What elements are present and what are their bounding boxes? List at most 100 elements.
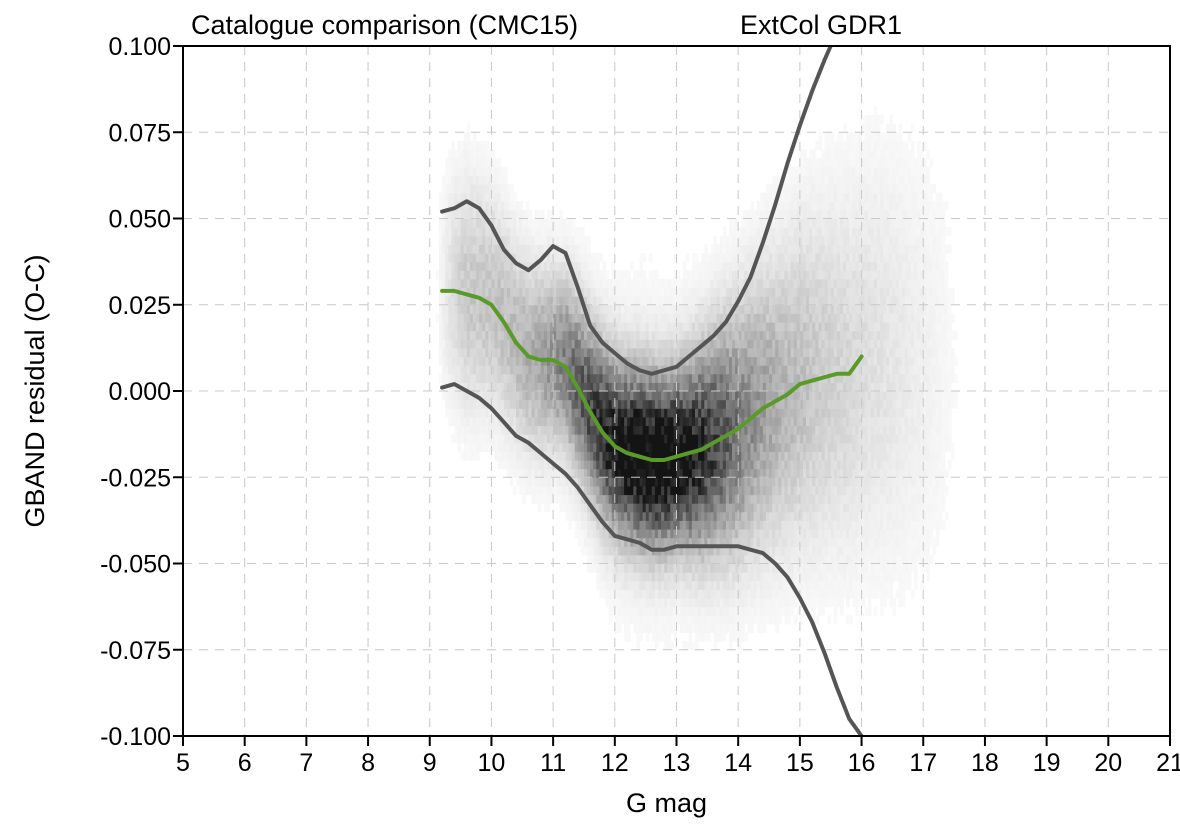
density-cell: [645, 391, 650, 401]
density-cell: [741, 425, 745, 435]
density-cell: [654, 460, 659, 470]
density-cell: [540, 382, 545, 392]
density-cell: [676, 382, 681, 392]
density-cell: [803, 416, 807, 427]
density-cell: [781, 235, 786, 245]
density-cell: [796, 598, 801, 608]
density-cell: [806, 460, 810, 470]
density-cell: [667, 606, 671, 616]
density-cell: [633, 425, 637, 435]
density-cell: [547, 434, 551, 444]
density-cell: [577, 434, 582, 444]
density-cell: [602, 347, 607, 358]
density-cell: [772, 416, 776, 427]
density-cell: [769, 339, 773, 349]
density-cell: [580, 442, 585, 452]
density-cell: [775, 382, 779, 392]
density-cell: [608, 460, 613, 470]
density-cell: [565, 485, 570, 496]
density-cell: [537, 391, 542, 401]
density-cell: [679, 330, 684, 340]
density-cell: [806, 322, 810, 332]
density-cell: [531, 218, 536, 228]
density-cell: [466, 416, 471, 427]
density-cell: [648, 270, 653, 280]
density-cell: [725, 261, 730, 271]
density-cell: [534, 253, 539, 263]
density-cell: [707, 615, 711, 625]
density-cell: [454, 227, 459, 237]
density-cell: [479, 347, 483, 358]
density-cell: [759, 503, 764, 513]
density-cell: [747, 287, 752, 297]
density-cell: [509, 304, 514, 314]
density-cell: [762, 520, 767, 530]
density-cell: [463, 278, 468, 289]
density-cell: [732, 503, 736, 513]
density-cell: [654, 494, 659, 504]
density-cell: [698, 563, 702, 573]
density-cell: [784, 494, 789, 504]
density-cell: [519, 365, 523, 375]
density-cell: [599, 442, 604, 452]
density-cell: [735, 339, 739, 349]
density-cell: [627, 580, 631, 590]
density-cell: [796, 442, 801, 452]
density-cell: [691, 373, 696, 383]
density-cell: [799, 330, 804, 340]
density-cell: [574, 227, 579, 237]
density-cell: [614, 520, 619, 530]
density-cell: [784, 382, 789, 392]
density-cell: [735, 365, 739, 375]
density-cell: [494, 356, 499, 366]
density-cell: [577, 347, 582, 358]
density-cell: [765, 485, 770, 496]
density-cell: [756, 563, 761, 573]
density-cell: [599, 356, 604, 366]
density-cell: [624, 572, 628, 582]
density-cell: [691, 623, 696, 634]
density-cell: [732, 546, 736, 556]
density-cell: [806, 166, 810, 176]
density-cell: [497, 201, 502, 211]
density-cell: [621, 365, 625, 375]
density-cell: [741, 313, 745, 323]
density-cell: [735, 347, 739, 358]
density-cell: [608, 477, 613, 487]
density-cell: [756, 296, 761, 306]
density-cell: [747, 451, 752, 461]
density-cell: [707, 287, 711, 297]
density-cell: [500, 322, 505, 332]
density-cell: [778, 451, 782, 461]
density-cell: [568, 511, 573, 521]
density-cell: [528, 227, 533, 237]
density-cell: [744, 520, 749, 530]
density-cell: [630, 278, 634, 289]
density-cell: [500, 192, 505, 202]
density-cell: [525, 451, 530, 461]
density-cell: [661, 589, 665, 599]
density-cell: [803, 563, 807, 573]
density-cell: [651, 537, 656, 547]
density-cell: [719, 563, 724, 573]
density-cell: [648, 503, 653, 513]
density-cell: [574, 347, 579, 358]
density-cell: [556, 270, 560, 280]
density-cell: [759, 322, 764, 332]
density-cell: [765, 468, 770, 478]
density-cell: [778, 373, 782, 383]
density-cell: [556, 218, 560, 228]
density-cell: [759, 209, 764, 220]
density-cell: [488, 149, 493, 159]
density-cell: [719, 244, 724, 254]
density-cell: [735, 589, 739, 599]
density-cell: [698, 270, 702, 280]
density-cell: [457, 218, 462, 228]
density-cell: [602, 425, 607, 435]
density-cell: [639, 416, 644, 427]
density-cell: [645, 623, 650, 634]
density-cell: [445, 184, 449, 194]
density-cell: [590, 391, 594, 401]
density-cell: [713, 278, 718, 289]
density-cell: [556, 434, 560, 444]
